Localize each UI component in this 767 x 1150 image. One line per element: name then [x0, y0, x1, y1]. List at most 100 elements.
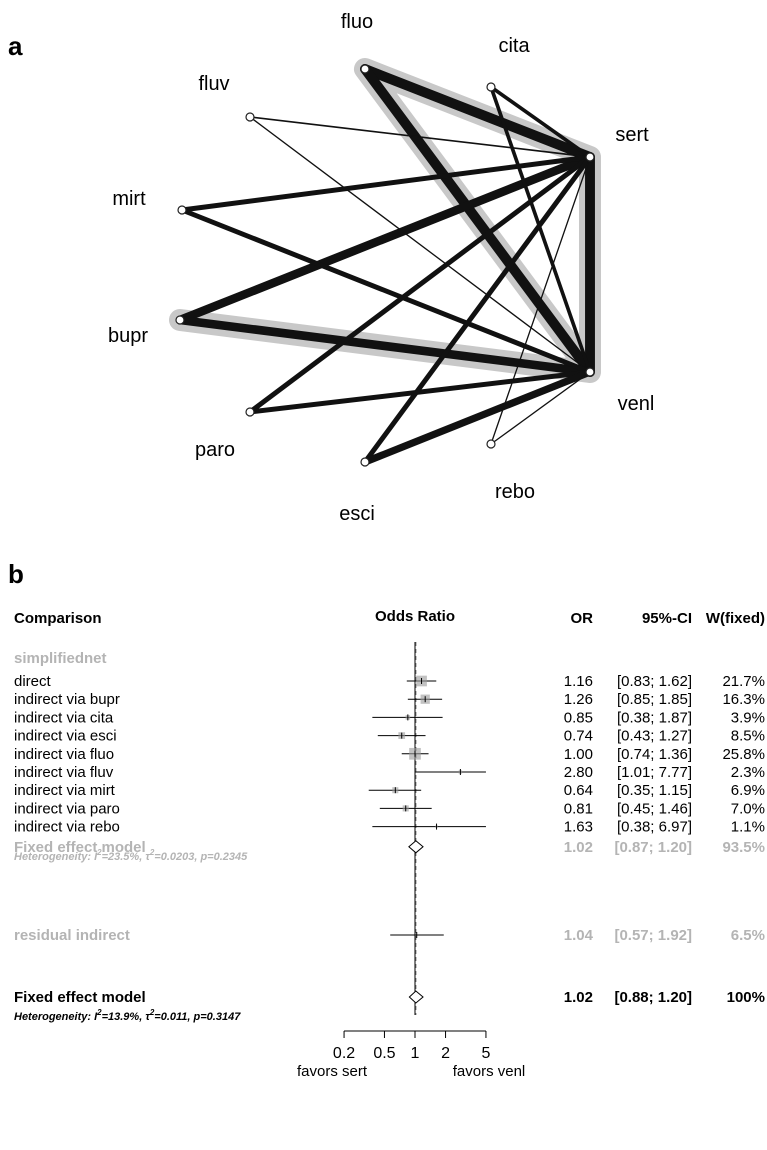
edge-fluv-sert [249, 116, 591, 158]
row-label: indirect via fluv [14, 764, 114, 781]
ci-value: [0.87; 1.20] [614, 839, 692, 856]
edge-fluo-venl [360, 64, 595, 377]
node-paro [245, 407, 255, 417]
ci-value: [0.57; 1.92] [614, 927, 692, 944]
header-odds-ratio: Odds Ratio [375, 608, 455, 625]
ci-value: [0.35; 1.15] [617, 782, 692, 799]
weight-value: 3.9% [731, 709, 765, 726]
x-tick-label: 0.5 [373, 1045, 395, 1062]
weight-value: 8.5% [731, 728, 765, 745]
panel-a-label: a [8, 31, 23, 61]
weight-value: 2.3% [731, 764, 765, 781]
ci-value: [0.43; 1.27] [617, 728, 692, 745]
edge-cita-sert [489, 85, 592, 159]
or-value: 1.00 [564, 746, 593, 763]
favors-right-label: favors venl [453, 1063, 526, 1080]
heterogeneity-text: Heterogeneity: I2=13.9%, τ2=0.011, p=0.3… [14, 1008, 241, 1023]
row-label: indirect via cita [14, 709, 114, 726]
favors-left-label: favors sert [297, 1063, 368, 1080]
edge-mirt-venl [179, 207, 593, 375]
panel-b-label: b [8, 559, 24, 589]
edge-esci-sert [362, 154, 593, 465]
node-fluo [360, 64, 370, 74]
node-venl [585, 367, 595, 377]
network-graph: fluo cita sert fluv mirt bupr venl paro esci rebo [108, 11, 654, 525]
row-label: indirect via esci [14, 728, 117, 745]
node-mirt [177, 205, 187, 215]
node-esci [360, 457, 370, 467]
ci-value: [0.85; 1.85] [617, 691, 692, 708]
weight-value: 21.7% [722, 673, 765, 690]
or-value: 0.64 [564, 782, 593, 799]
or-value: 0.81 [564, 800, 593, 817]
node-label-mirt: mirt [112, 188, 146, 210]
heterogeneity-text: Heterogeneity: I2=23.5%, τ2=0.0203, p=0.… [14, 848, 248, 863]
edge-fluv-venl [249, 116, 591, 373]
node-label-paro: paro [195, 439, 235, 461]
or-value: 2.80 [564, 764, 593, 781]
or-value: 1.04 [564, 927, 594, 944]
weight-value: 100% [727, 989, 765, 1006]
edge-bupr-venl [175, 315, 595, 377]
residual-label: residual indirect [14, 927, 130, 944]
node-label-esci: esci [339, 503, 375, 525]
node-fluv [245, 112, 255, 122]
weight-value: 6.9% [731, 782, 765, 799]
ci-value: [1.01; 7.77] [617, 764, 692, 781]
group-summary-label: Fixed effect model [14, 839, 146, 856]
row-label: indirect via paro [14, 800, 120, 817]
node-label-fluv: fluv [198, 73, 229, 95]
row-label: indirect via rebo [14, 819, 120, 836]
or-value: 1.02 [564, 989, 593, 1006]
node-label-rebo: rebo [495, 481, 535, 503]
weight-value: 16.3% [722, 691, 765, 708]
weight-value: 6.5% [731, 927, 765, 944]
or-value: 1.26 [564, 691, 593, 708]
node-label-sert: sert [615, 124, 649, 146]
node-label-cita: cita [498, 35, 530, 57]
forest-plot: Comparison Odds Ratio OR 95%-CI W(fixed)… [14, 608, 765, 1080]
x-tick-label: 5 [481, 1045, 490, 1062]
group-summary-diamond [408, 840, 424, 854]
ci-value: [0.83; 1.62] [617, 673, 692, 690]
edge-paro-venl [247, 369, 593, 415]
row-label: direct [14, 673, 52, 690]
or-value: 1.16 [564, 673, 593, 690]
weight-value: 93.5% [722, 839, 765, 856]
header-comparison: Comparison [14, 610, 102, 627]
or-value: 1.63 [564, 819, 593, 836]
node-label-fluo: fluo [341, 11, 373, 33]
x-tick-label: 1 [411, 1045, 420, 1062]
node-label-bupr: bupr [108, 325, 148, 347]
header-ci: 95%-CI [642, 610, 692, 627]
group-label: simplifiednet [14, 650, 107, 667]
weight-value: 25.8% [722, 746, 765, 763]
header-or: OR [571, 610, 594, 627]
node-sert [585, 152, 595, 162]
ci-value: [0.88; 1.20] [614, 989, 692, 1006]
weight-value: 1.1% [731, 819, 765, 836]
edge-paro-sert [247, 154, 593, 415]
edge-rebo-venl [490, 371, 591, 445]
or-value: 0.74 [564, 728, 593, 745]
node-bupr [175, 315, 185, 325]
edge-rebo-sert [490, 156, 591, 445]
overall-label: Fixed effect model [14, 989, 146, 1006]
row-label: indirect via fluo [14, 746, 114, 763]
x-tick-label: 2 [441, 1045, 450, 1062]
ci-value: [0.45; 1.46] [617, 800, 692, 817]
x-tick-label: 0.2 [333, 1045, 355, 1062]
row-label: indirect via mirt [14, 782, 116, 799]
row-label: indirect via bupr [14, 691, 120, 708]
ci-value: [0.38; 6.97] [617, 819, 692, 836]
node-cita [486, 82, 496, 92]
edge-bupr-sert [175, 152, 595, 325]
node-label-venl: venl [618, 393, 655, 415]
ci-value: [0.38; 1.87] [617, 709, 692, 726]
ci-value: [0.74; 1.36] [617, 746, 692, 763]
edge-cita-venl [489, 85, 592, 374]
node-rebo [486, 439, 496, 449]
edge-esci-venl [361, 368, 594, 466]
or-value: 0.85 [564, 709, 593, 726]
